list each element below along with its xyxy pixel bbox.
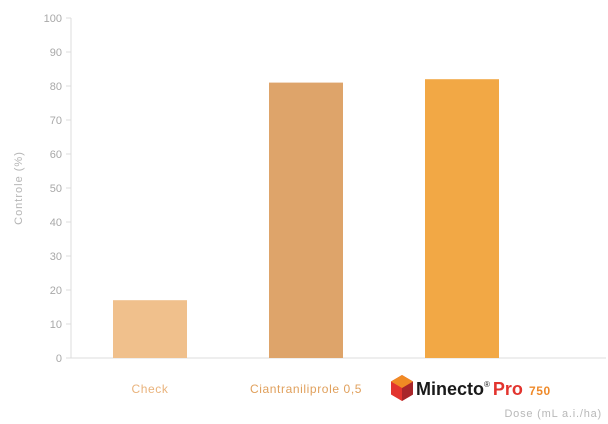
y-tick-label: 80 bbox=[50, 81, 62, 93]
category-label: Check bbox=[131, 382, 168, 396]
y-axis-title: Controle (%) bbox=[13, 151, 25, 225]
y-tick-label: 30 bbox=[50, 251, 62, 263]
y-tick-label: 50 bbox=[50, 183, 62, 195]
brand-suffix: Pro bbox=[493, 379, 523, 399]
bar bbox=[269, 82, 343, 358]
category-label-brand: Minecto® Pro 750 bbox=[391, 375, 551, 401]
hexagon-cube-logo-icon bbox=[391, 375, 413, 401]
bars bbox=[113, 79, 499, 358]
category-label: Ciantraniliprole 0,5 bbox=[250, 382, 362, 396]
y-tick-label: 0 bbox=[56, 353, 62, 365]
y-tick-labels: 0 10 20 30 40 50 60 70 80 90 100 bbox=[44, 13, 71, 365]
x-axis-title: Dose (mL a.i./ha) bbox=[504, 408, 602, 420]
category-labels: Check Ciantraniliprole 0,5 Minecto® Pro 750 bbox=[131, 375, 550, 401]
y-tick-label: 10 bbox=[50, 319, 62, 331]
brand-dose: 750 bbox=[529, 384, 551, 398]
bar bbox=[113, 300, 187, 358]
y-tick-label: 70 bbox=[50, 115, 62, 127]
brand-text: Minecto® Pro 750 bbox=[416, 379, 551, 399]
brand-registered-mark: ® bbox=[484, 380, 490, 389]
y-tick-label: 100 bbox=[44, 13, 62, 25]
y-tick-label: 20 bbox=[50, 285, 62, 297]
bar bbox=[425, 79, 499, 358]
y-tick-label: 40 bbox=[50, 217, 62, 229]
y-tick-label: 60 bbox=[50, 149, 62, 161]
y-tick-label: 90 bbox=[50, 47, 62, 59]
brand-name: Minecto bbox=[416, 379, 484, 399]
